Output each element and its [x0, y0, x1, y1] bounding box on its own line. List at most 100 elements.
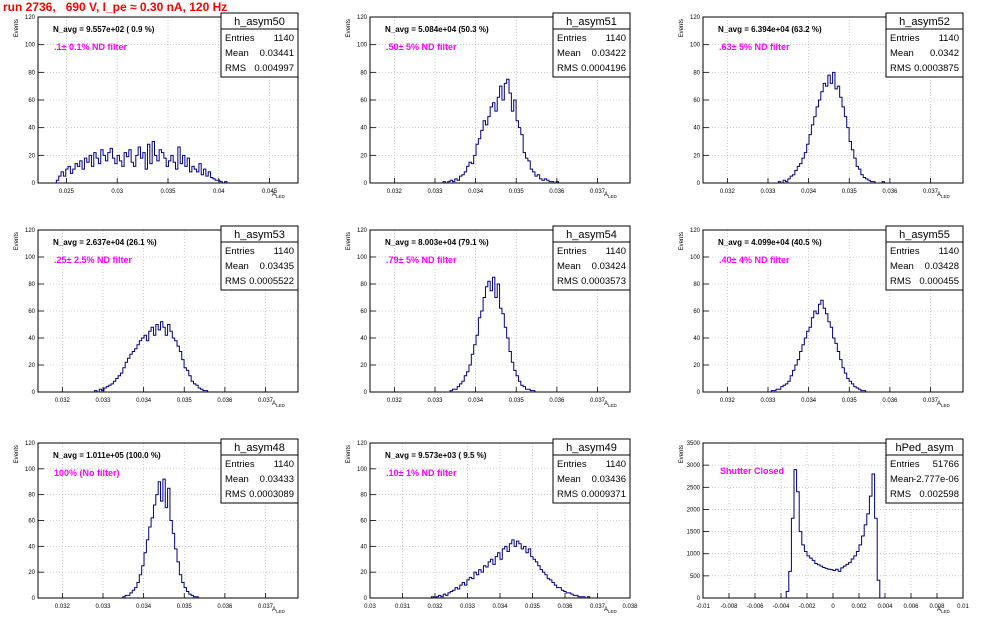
- histogram-line: [370, 78, 630, 184]
- tick-label-x: 0.002: [851, 604, 867, 610]
- stats-box: [552, 454, 631, 504]
- x-axis-label-main: A: [272, 607, 276, 613]
- stats-value: 1140: [606, 33, 626, 44]
- stats-value: 0.03436: [592, 474, 626, 485]
- stats-value: 0.03433: [260, 474, 294, 485]
- tick-label-y: 120: [357, 15, 368, 21]
- x-axis-label: ALED: [604, 607, 618, 614]
- x-axis-label-sub: LED: [608, 194, 618, 199]
- tick-label-x: 0.037: [923, 398, 939, 404]
- tick-label-y: 0: [32, 596, 36, 602]
- stats-label: RMS: [225, 489, 246, 500]
- tick-label-y: 3000: [687, 463, 701, 469]
- stats-label: Entries: [890, 246, 920, 257]
- stats-value: 1140: [606, 246, 626, 257]
- stats-value: 1140: [274, 246, 294, 257]
- stats-value: 0.0005522: [249, 276, 294, 287]
- tick-label-x: 0.033: [760, 398, 776, 404]
- stats-label: Mean: [890, 261, 914, 272]
- histogram-line: [38, 321, 298, 393]
- tick-label-y: 80: [693, 70, 700, 76]
- x-axis-label: ALED: [272, 192, 286, 199]
- filter-label: .40± 4% ND filter: [719, 255, 790, 265]
- stats-label: RMS: [225, 63, 246, 74]
- histogram-panel-hPed_asym: -0.01 -0.008 -0.006 -0.004 -0.002 0 0.002 0.004…: [679, 438, 969, 614]
- n-avg-label: N_avg = 6.394e+04 (63.2 %): [718, 25, 822, 34]
- tick-label-y: 100: [690, 255, 701, 261]
- x-axis-label-sub: LED: [608, 609, 618, 614]
- tick-label-x: 0.035: [509, 189, 525, 195]
- x-axis-label-sub: LED: [608, 403, 618, 408]
- histogram-line: [703, 299, 963, 393]
- tick-label-x: 0.037: [590, 189, 606, 195]
- stats-value: 0.0003875: [914, 63, 959, 74]
- tick-label-x: 0.035: [842, 398, 858, 404]
- stats-label: RMS: [890, 63, 911, 74]
- tick-label-x: 0.036: [549, 398, 565, 404]
- histogram-title: h_asym50: [234, 16, 285, 28]
- n-avg-label: N_avg = 9.557e+02 ( 0.9 %): [53, 25, 155, 34]
- stats-value: -2.777e-06: [913, 474, 959, 485]
- stats-value: 1140: [274, 459, 294, 470]
- tick-label-y: 80: [360, 70, 367, 76]
- tick-label-y: 80: [28, 493, 35, 499]
- x-axis-label: ALED: [937, 607, 951, 614]
- tick-label-y: 2500: [687, 485, 701, 491]
- tick-label-y: 0: [364, 390, 368, 396]
- histogram-panel-h_asym54: 0.032 0.033 0.034 0.035 0.036 0.037 0 20 40 60 80 1…: [346, 225, 631, 408]
- x-axis-label-sub: LED: [276, 609, 286, 614]
- tick-label-y: 60: [28, 519, 35, 525]
- tick-label-y: 40: [693, 126, 700, 132]
- stats-value: 1140: [939, 33, 959, 44]
- tick-label-y: 20: [28, 363, 35, 369]
- tick-label-y: 40: [360, 544, 367, 550]
- filter-label: .79± 5% ND filter: [386, 255, 457, 265]
- tick-label-x: 0.035: [842, 189, 858, 195]
- tick-label-x: 0.045: [262, 189, 278, 195]
- tick-label-x: 0.033: [95, 398, 111, 404]
- stats-label: Entries: [557, 246, 587, 257]
- tick-label-x: 0.036: [217, 604, 233, 610]
- histogram-panel-h_asym51: 0.032 0.033 0.034 0.035 0.036 0.037 0 20 40 60 80 1…: [346, 12, 631, 199]
- histogram-title: h_asym53: [234, 229, 285, 241]
- histogram-panel-h_asym50: 0.025 0.03 0.035 0.04 0.045 0 20 40 60 80 100 120 Ev…: [14, 12, 299, 199]
- tick-label-x: 0.032: [387, 189, 403, 195]
- plot-frame: [369, 16, 631, 184]
- stats-box: [220, 241, 299, 291]
- tick-label-y: 0: [364, 596, 368, 602]
- tick-label-y: 20: [28, 570, 35, 576]
- stats-label: Mean: [557, 261, 581, 272]
- tick-label-y: 0: [32, 390, 36, 396]
- y-axis-label: Events: [679, 232, 685, 250]
- tick-label-y: 120: [357, 441, 368, 447]
- tick-label-x: 0.035: [509, 398, 525, 404]
- stats-value: 0.000455: [919, 276, 959, 287]
- stats-value: 0.0009371: [581, 489, 626, 500]
- y-axis-label: Events: [346, 445, 352, 463]
- histogram-panel-h_asym48: 0.032 0.033 0.034 0.035 0.036 0.037 0 20 40 60 80 1…: [14, 438, 299, 614]
- stats-value: 1140: [606, 459, 626, 470]
- tick-label-y: 100: [25, 467, 36, 473]
- tick-label-x: 0.033: [427, 398, 443, 404]
- tick-label-y: 60: [28, 309, 35, 315]
- tick-label-y: 40: [28, 126, 35, 132]
- tick-label-y: 20: [360, 363, 367, 369]
- plot-frame: [702, 442, 964, 599]
- histogram-title: hPed_asym: [895, 442, 953, 454]
- stats-label: Mean: [890, 474, 914, 485]
- stats-label: Entries: [890, 33, 920, 44]
- tick-label-x: 0.035: [177, 604, 193, 610]
- tick-label-x: 0.037: [590, 398, 606, 404]
- stats-value: 0.03422: [592, 48, 626, 59]
- stats-label: Mean: [557, 48, 581, 59]
- stats-value: 0.0003089: [249, 489, 294, 500]
- tick-label-x: 0.034: [136, 398, 152, 404]
- tick-label-y: 40: [360, 126, 367, 132]
- histogram-line: [370, 539, 630, 599]
- histogram-title: h_asym55: [899, 229, 950, 241]
- stats-label: Entries: [890, 459, 920, 470]
- stats-label: Mean: [225, 474, 249, 485]
- tick-label-x: 0.034: [468, 398, 484, 404]
- x-axis-label-main: A: [604, 607, 608, 613]
